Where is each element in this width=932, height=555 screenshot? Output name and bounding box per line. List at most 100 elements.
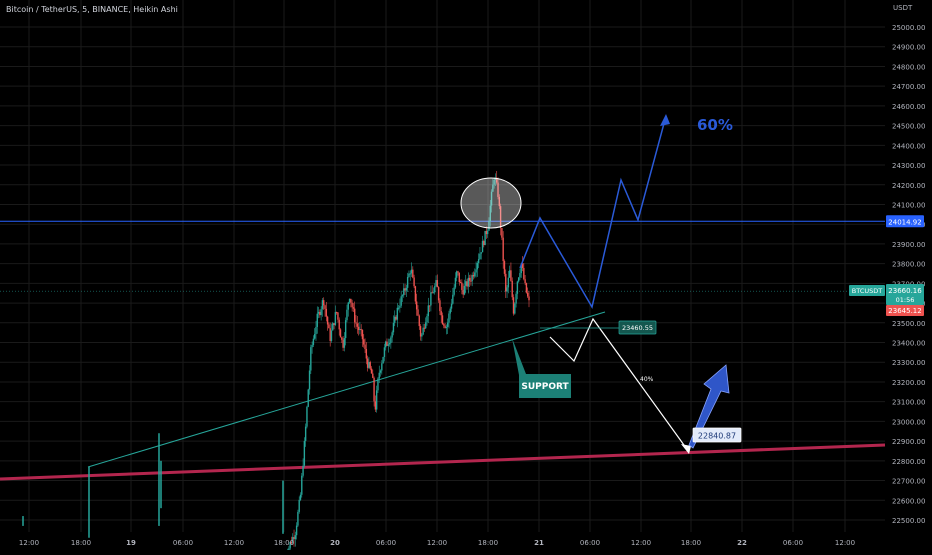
- candle-body: [494, 178, 497, 180]
- candle-body: [328, 324, 330, 329]
- candle-body: [486, 230, 489, 235]
- support-touch-label: 23460.55: [622, 324, 653, 332]
- x-tick-label: 20: [330, 539, 340, 547]
- candle-body: [437, 287, 440, 301]
- price-axis: 25000.00 24900.00 24800.00 24700.00 24600.00…: [849, 4, 925, 525]
- candle-body: [439, 300, 441, 312]
- candle-body: [477, 259, 480, 264]
- y-tick-label: 24900.00: [892, 44, 925, 52]
- candle-body: [406, 277, 409, 288]
- candle-body: [456, 271, 458, 278]
- candle-body: [419, 326, 422, 337]
- y-tick-label: 22800.00: [892, 458, 925, 466]
- y-tick-label: 25000.00: [892, 24, 925, 32]
- candle-body: [325, 308, 328, 317]
- candle-body: [463, 285, 466, 295]
- last-price-label: 23660.16: [888, 287, 922, 295]
- candle-body: [422, 327, 424, 335]
- candle-body: [471, 275, 473, 282]
- candle-body: [440, 311, 442, 316]
- candle-body: [441, 315, 444, 325]
- candle-body: [459, 282, 462, 284]
- x-tick-label: 12:00: [19, 539, 39, 547]
- y-tick-label: 23900.00: [892, 241, 925, 249]
- candle-body: [355, 322, 357, 324]
- support-callout-label: SUPPORT: [521, 382, 569, 392]
- candle-body: [470, 280, 472, 282]
- candle-body: [515, 293, 517, 304]
- candle-body: [299, 494, 302, 500]
- y-tick-label: 23200.00: [892, 379, 925, 387]
- candle-body: [466, 281, 468, 287]
- candle-body: [356, 323, 358, 327]
- bullish-projection-arrowhead: [660, 114, 670, 126]
- y-tick-label: 23400.00: [892, 340, 925, 348]
- candle-body: [361, 329, 364, 340]
- countdown-label: 01:56: [896, 296, 915, 304]
- y-tick-label: 23500.00: [892, 320, 925, 328]
- candle-body: [363, 339, 365, 345]
- candle-body: [481, 241, 484, 253]
- candle-body: [386, 341, 388, 346]
- candle-body: [498, 196, 501, 207]
- candle-body: [372, 373, 374, 378]
- candle-body: [485, 230, 488, 235]
- candle-body: [448, 313, 450, 323]
- y-tick-label: 24300.00: [892, 162, 925, 170]
- current-price-label: 23645.12: [888, 307, 921, 315]
- candle-body: [508, 270, 511, 278]
- candle-body: [332, 323, 334, 331]
- candle-body: [292, 537, 294, 544]
- candle-body: [370, 368, 373, 374]
- candle-body: [474, 272, 476, 277]
- candle-body: [390, 337, 392, 343]
- candle-body: [479, 253, 481, 260]
- candle-body: [337, 312, 339, 320]
- candle-body: [510, 270, 512, 281]
- candle-body: [351, 302, 353, 308]
- candle-body: [506, 287, 508, 292]
- candle-body: [312, 338, 315, 345]
- candle-body: [342, 339, 344, 348]
- y-tick-label: 24600.00: [892, 103, 925, 111]
- candle-body: [443, 324, 445, 326]
- candle-body: [465, 281, 467, 286]
- candle-body: [484, 230, 486, 246]
- candle-body: [403, 288, 405, 296]
- candle-body: [423, 327, 426, 329]
- candle-body: [290, 542, 293, 544]
- candle-body: [497, 182, 499, 197]
- candle-body: [492, 184, 494, 192]
- candle-body: [427, 305, 430, 317]
- candle-body: [365, 349, 368, 359]
- candle-body: [493, 179, 495, 185]
- candle-body: [400, 296, 402, 306]
- candle-body: [462, 289, 464, 295]
- y-tick-label: 24200.00: [892, 182, 925, 190]
- candle-body: [326, 316, 329, 325]
- candle-body: [480, 252, 482, 254]
- candle-body: [297, 511, 299, 526]
- candle-body: [430, 292, 432, 306]
- candle-body: [490, 191, 493, 206]
- candle-body: [412, 269, 414, 278]
- candle-body: [339, 329, 342, 338]
- candle-body: [404, 288, 406, 291]
- candle-body: [344, 320, 347, 339]
- candle-body: [293, 537, 295, 540]
- candle-body: [368, 362, 370, 368]
- trend-lines: [0, 220, 886, 481]
- candle-body: [348, 298, 351, 303]
- candle-body: [520, 263, 522, 274]
- candle-body: [366, 358, 369, 368]
- grid: [0, 0, 885, 532]
- y-tick-label: 22600.00: [892, 497, 925, 505]
- x-tick-label: 12:00: [835, 539, 855, 547]
- bullish-projection-path: [519, 115, 667, 310]
- candle-body: [308, 370, 311, 390]
- candle-body: [357, 326, 360, 330]
- drawings: 60% 40% 23460.55 SUPPORT 22840.87: [460, 114, 742, 454]
- candle-body: [383, 347, 386, 357]
